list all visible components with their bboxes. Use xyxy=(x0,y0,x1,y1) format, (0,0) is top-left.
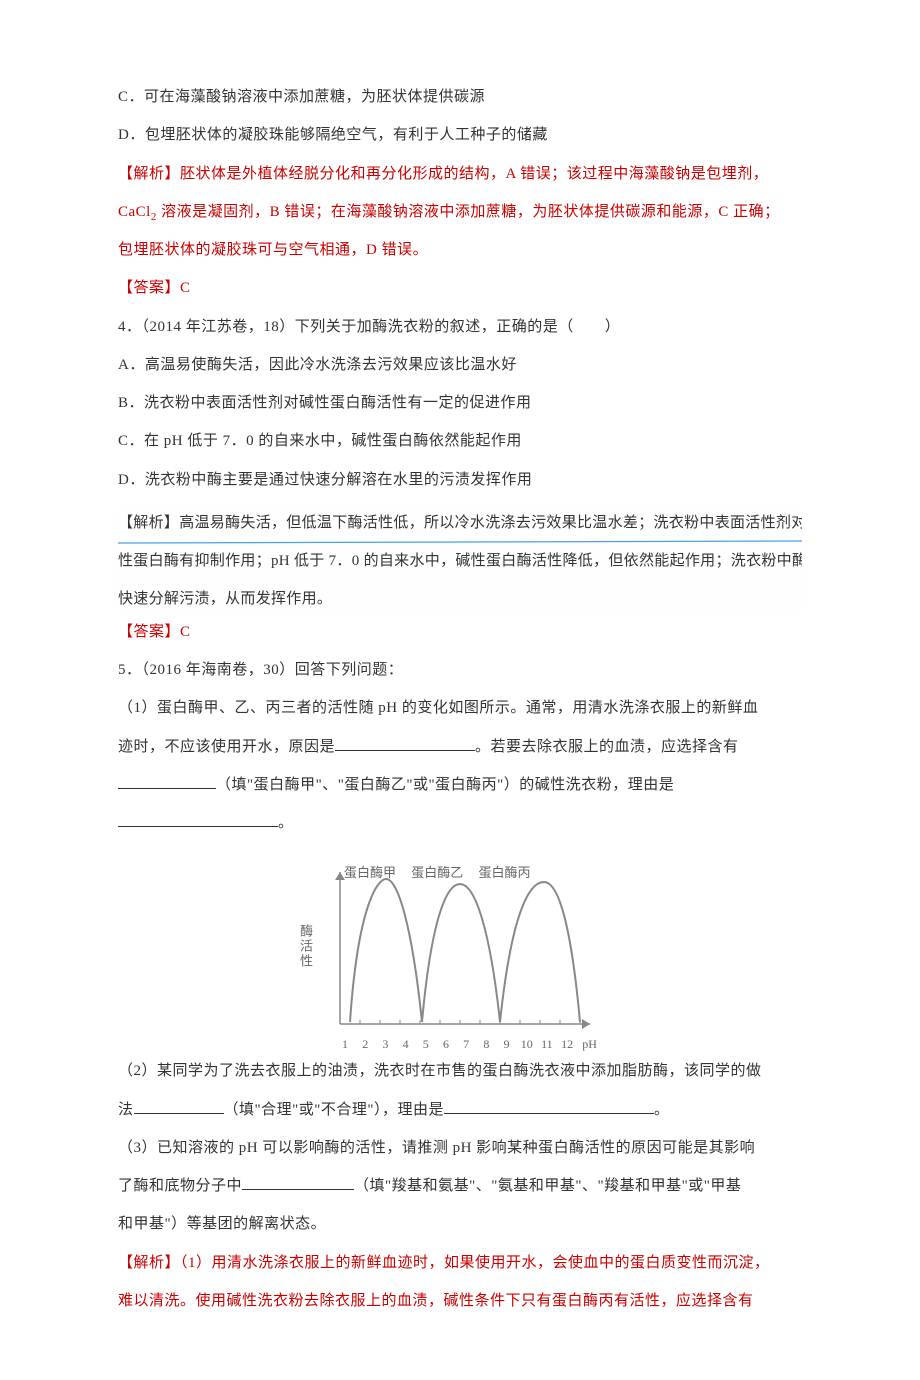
q3-option-d: D．包埋胚状体的凝胶珠能够隔绝空气，有利于人工种子的储藏 xyxy=(118,116,802,154)
curve-yi xyxy=(422,884,500,1022)
q5-2-line1: （2）某同学为了洗去衣服上的油渍，洗衣时在市售的蛋白酶洗衣液中添加脂肪酶，该同学… xyxy=(118,1052,802,1090)
q5-1-l3-post: （填"蛋白酶甲"、"蛋白酶乙"或"蛋白酶丙"）的碱性洗衣粉，理由是 xyxy=(216,777,674,793)
q3-analysis-line2-post: 溶液是凝固剂，B 错误；在海藻酸钠溶液中添加蔗糖，为胚状体提供碳源和能源，C 正… xyxy=(161,204,780,220)
q5-3-line1: （3）已知溶液的 pH 可以影响酶的活性，请推测 pH 影响某种蛋白酶活性的原因… xyxy=(118,1129,802,1167)
q5-1-line4: 。 xyxy=(118,804,802,842)
q3-answer-value: C xyxy=(180,280,191,296)
q5-analysis-line2: 难以清洗。使用碱性洗衣粉去除衣服上的血渍，碱性条件下只有蛋白酶丙有活性，应选择含… xyxy=(118,1282,802,1320)
x-unit: pH xyxy=(582,1037,596,1052)
q4-answer-value: C xyxy=(180,624,191,640)
q4-stem: 4．（2014 年江苏卷，18）下列关于加酶洗衣粉的叙述，正确的是（ ） xyxy=(118,308,802,346)
q3-analysis-line3: 包埋胚状体的凝胶珠可与空气相通，D 错误。 xyxy=(118,231,802,269)
blank-3 xyxy=(118,812,278,827)
svg-text:快速分解污渍，从而发挥作用。: 快速分解污渍，从而发挥作用。 xyxy=(118,590,332,607)
q5-2-l2-post: 。 xyxy=(654,1102,670,1118)
legend-jia: 蛋白酶甲 xyxy=(344,865,396,880)
q5-stem: 5．（2016 年海南卷，30）回答下列问题： xyxy=(118,651,802,689)
q5-3-l2-post: （填"羧基和氨基"、"氨基和甲基"、"羧基和甲基"或"甲基 xyxy=(354,1178,741,1194)
q5-analysis-line1: 【解析】（1）用清水洗涤衣服上的新鲜血迹时，如果使用开水，会使血中的蛋白质变性而… xyxy=(118,1244,802,1282)
y-axis-label: 酶活性 xyxy=(296,924,315,969)
chart-svg xyxy=(320,864,600,1034)
q3-option-c: C．可在海藻酸钠溶液中添加蔗糖，为胚状体提供碳源 xyxy=(118,78,802,116)
q4-analysis-image: 【解析】高温易酶失活，但低温下酶活性低，所以冷水洗涤去污效果比温水差；洗衣粉中表… xyxy=(118,505,802,611)
svg-text:【解析】高温易酶失活，但低温下酶活性低，所以冷水洗涤去污效果: 【解析】高温易酶失活，但低温下酶活性低，所以冷水洗涤去污效果比温水差；洗衣粉中表… xyxy=(118,514,802,531)
blank-2 xyxy=(118,774,216,789)
q5-2-line2: 法 （填"合理"或"不合理"），理由是 。 xyxy=(118,1091,802,1129)
q3-answer: 【答案】C xyxy=(118,269,802,307)
enzyme-ph-chart: 蛋白酶甲 蛋白酶乙 蛋白酶丙 酶活性 1 2 3 xyxy=(118,864,802,1034)
chart-legend: 蛋白酶甲 蛋白酶乙 蛋白酶丙 xyxy=(344,862,604,881)
q5-1-line2: 迹时，不应该使用开水，原因是 。若要去除衣服上的血渍，应选择含有 xyxy=(118,728,802,766)
q4-answer: 【答案】C xyxy=(118,613,802,651)
svg-text:性蛋白酶有抑制作用；pH 低于 7．0 的自来水中，碱性蛋白: 性蛋白酶有抑制作用；pH 低于 7．0 的自来水中，碱性蛋白酶活性降低，但依然能… xyxy=(118,552,802,569)
curve-bing xyxy=(500,882,580,1022)
answer-label: 【答案】 xyxy=(118,280,180,296)
q5-1-l2-pre: 迹时，不应该使用开水，原因是 xyxy=(118,739,335,755)
q5-3-l2-pre: 了酶和底物分子中 xyxy=(118,1178,242,1194)
q4-option-d: D．洗衣粉中酶主要是通过快速分解溶在水里的污渍发挥作用 xyxy=(118,461,802,499)
answer-label: 【答案】 xyxy=(118,624,180,640)
legend-yi: 蛋白酶乙 xyxy=(411,865,463,880)
cacl2-pre: CaCl xyxy=(118,204,151,220)
q5-2-l2-mid: （填"合理"或"不合理"），理由是 xyxy=(224,1102,445,1118)
q3-analysis-line2: CaCl2 溶液是凝固剂，B 错误；在海藻酸钠溶液中添加蔗糖，为胚状体提供碳源和… xyxy=(118,193,802,231)
x-axis-ticks: 1 2 3 4 5 6 7 8 9 10 11 12 pH xyxy=(338,1037,598,1052)
q4-option-b: B．洗衣粉中表面活性剂对碱性蛋白酶活性有一定的促进作用 xyxy=(118,384,802,422)
q5-3-line2: 了酶和底物分子中 （填"羧基和氨基"、"氨基和甲基"、"羧基和甲基"或"甲基 xyxy=(118,1167,802,1205)
q3-analysis-line1: 【解析】胚状体是外植体经脱分化和再分化形成的结构，A 错误；该过程中海藻酸钠是包… xyxy=(118,155,802,193)
blank-5 xyxy=(444,1099,654,1114)
q4-option-c: C．在 pH 低于 7．0 的自来水中，碱性蛋白酶依然能起作用 xyxy=(118,422,802,460)
q5-1-line3: （填"蛋白酶甲"、"蛋白酶乙"或"蛋白酶丙"）的碱性洗衣粉，理由是 xyxy=(118,766,802,804)
q5-1-l2-post: 。若要去除衣服上的血渍，应选择含有 xyxy=(475,739,739,755)
q4-option-a: A．高温易使酶失活，因此冷水洗涤去污效果应该比温水好 xyxy=(118,346,802,384)
blank-6 xyxy=(242,1175,354,1190)
q5-3-line3: 和甲基"）等基团的解离状态。 xyxy=(118,1205,802,1243)
legend-bing: 蛋白酶丙 xyxy=(479,865,531,880)
blank-1 xyxy=(335,736,475,751)
q5-1-line1: （1）蛋白酶甲、乙、丙三者的活性随 pH 的变化如图所示。通常，用清水洗涤衣服上… xyxy=(118,689,802,727)
q5-1-l4-post: 。 xyxy=(278,815,294,831)
cacl2-sub: 2 xyxy=(151,211,157,223)
blank-4 xyxy=(134,1099,224,1114)
q5-2-l2-pre: 法 xyxy=(118,1102,134,1118)
curve-jia xyxy=(350,879,422,1022)
